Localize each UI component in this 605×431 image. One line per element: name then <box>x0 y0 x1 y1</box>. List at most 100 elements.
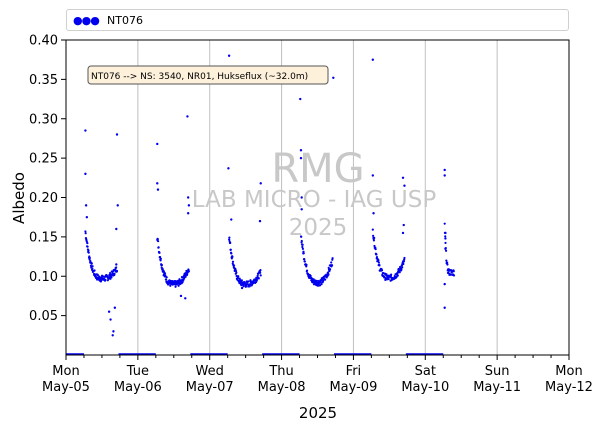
x-tick-label-day: Sun <box>485 364 510 379</box>
data-point <box>115 266 118 269</box>
data-point-outlier <box>259 182 262 185</box>
data-point <box>106 279 109 282</box>
data-point-outlier <box>230 218 233 221</box>
data-point <box>256 274 259 277</box>
data-point-outlier <box>179 294 183 298</box>
data-point <box>156 240 160 243</box>
legend-marker-icon: ●●● <box>73 14 100 27</box>
data-point-outlier <box>444 237 447 240</box>
data-point <box>372 234 375 237</box>
data-point-outlier <box>300 208 303 211</box>
data-point-outlier <box>402 223 405 227</box>
data-point <box>302 252 305 255</box>
x-tick-label-day: Mon <box>52 364 79 379</box>
data-point <box>301 247 305 250</box>
data-point <box>330 264 334 267</box>
data-point-outlier <box>115 133 119 136</box>
data-point-outlier <box>444 231 447 235</box>
data-point <box>228 238 231 241</box>
data-point-outlier <box>403 184 406 187</box>
y-tick-label: 0.15 <box>29 230 58 245</box>
x-tick-label-date: May-11 <box>473 380 521 395</box>
data-point-outlier <box>116 204 119 207</box>
data-point <box>452 274 456 277</box>
data-point <box>449 273 452 276</box>
data-point-outlier <box>401 176 405 180</box>
data-point <box>324 278 327 281</box>
data-point <box>187 270 190 273</box>
data-point-outlier <box>371 58 375 61</box>
watermark: RMG LAB MICRO - IAG USP 2025 <box>192 146 437 241</box>
x-tick-label-day: Wed <box>196 364 224 379</box>
data-point <box>86 245 89 248</box>
watermark-line1: RMG <box>271 146 364 192</box>
data-point-outlier <box>115 263 118 266</box>
y-tick-label: 0.40 <box>29 34 58 49</box>
data-point-outlier <box>115 227 118 231</box>
data-points <box>84 54 456 337</box>
data-point-outlier <box>84 172 87 176</box>
data-point-outlier <box>156 182 159 185</box>
data-point <box>373 244 376 248</box>
x-tick-label-date: May-10 <box>401 380 449 395</box>
x-tick-label-date: May-06 <box>114 380 162 395</box>
watermark-line2: LAB MICRO - IAG USP <box>192 187 437 213</box>
data-point <box>446 261 449 264</box>
data-point-outlier <box>107 310 111 313</box>
data-point <box>301 243 304 246</box>
data-point-outlier <box>112 330 115 333</box>
data-point <box>169 284 172 287</box>
data-point <box>165 278 168 281</box>
data-point <box>242 285 245 288</box>
data-point <box>327 273 330 276</box>
data-point <box>88 256 91 260</box>
data-point <box>248 285 251 288</box>
data-point <box>328 268 332 271</box>
data-point-outlier <box>227 167 230 170</box>
data-point <box>315 279 318 282</box>
data-point-outlier <box>299 97 302 101</box>
data-point-outlier <box>227 54 231 57</box>
x-axis-label: 2025 <box>299 404 337 422</box>
data-point-outlier <box>300 196 303 199</box>
data-point <box>452 270 455 273</box>
y-tick-label: 0.30 <box>29 112 58 127</box>
data-point <box>108 271 112 275</box>
annotation-box: NT076 --> NS: 3540, NR01, Hukseflux (~32… <box>87 65 329 85</box>
x-axis-ticks: MonMay-05TueMay-06WedMay-07ThuMay-08FriM… <box>42 355 593 395</box>
data-point <box>300 235 303 238</box>
data-point <box>186 272 189 276</box>
y-tick-label: 0.05 <box>29 309 58 324</box>
data-point-outlier <box>443 174 446 177</box>
data-point <box>174 285 177 288</box>
data-point <box>373 236 376 239</box>
data-point-outlier <box>113 306 117 309</box>
data-point <box>372 239 376 242</box>
data-point <box>444 235 447 238</box>
data-point-outlier <box>443 306 446 309</box>
data-point-outlier <box>443 168 446 172</box>
data-point <box>384 278 387 281</box>
data-point <box>234 268 237 271</box>
data-point <box>104 278 107 281</box>
data-point <box>90 262 93 265</box>
data-point <box>445 259 448 262</box>
data-point <box>375 253 378 256</box>
y-axis-ticks: 0.05 0.10 0.15 0.20 0.25 0.30 0.35 0.40 <box>29 34 66 324</box>
data-point <box>320 283 323 286</box>
data-point <box>99 280 103 283</box>
data-point <box>247 280 250 283</box>
data-point <box>331 258 334 261</box>
data-point <box>91 267 94 270</box>
data-point <box>160 263 164 267</box>
data-point-outlier <box>186 115 189 118</box>
data-point <box>229 241 232 244</box>
y-tick-label: 0.35 <box>29 73 58 88</box>
data-point <box>87 251 90 254</box>
data-point <box>163 272 167 275</box>
data-point <box>93 269 96 272</box>
data-point <box>330 261 333 264</box>
data-point <box>403 256 406 260</box>
data-point <box>396 274 399 277</box>
